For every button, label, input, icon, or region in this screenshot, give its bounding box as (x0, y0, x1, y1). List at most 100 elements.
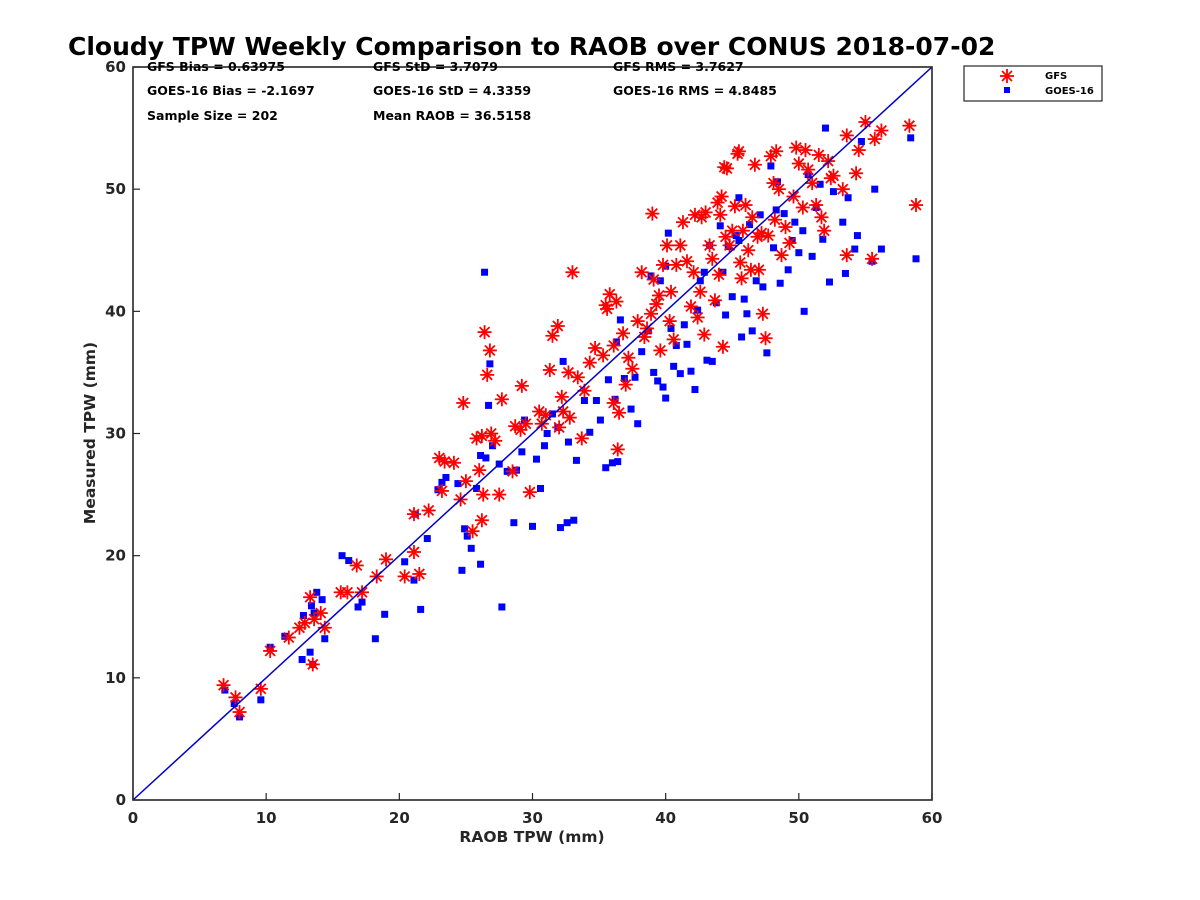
goes16-point (410, 576, 418, 584)
legend: GFS GOES-16 (963, 65, 1103, 102)
gfs-point (867, 132, 882, 147)
gfs-point (851, 143, 866, 158)
goes16-point (559, 357, 567, 365)
goes16-point (313, 588, 321, 596)
goes-rms-stat: GOES-16 RMS = 4.8485 (613, 83, 777, 98)
goes16-point (627, 405, 635, 413)
goes16-point (298, 656, 306, 664)
y-axis-label: Measured TPW (mm) (81, 342, 99, 524)
goes16-point (548, 410, 556, 418)
goes16-point (423, 535, 431, 543)
gfs-point (839, 248, 854, 263)
goes16-point (257, 696, 265, 704)
gfs-point (673, 238, 688, 253)
gfs-point (686, 265, 701, 280)
goes16-point (664, 229, 672, 237)
gfs-point (683, 299, 698, 314)
gfs-point (434, 483, 449, 498)
legend-box (963, 65, 1103, 102)
goes16-point (800, 307, 808, 315)
goes16-point (306, 648, 314, 656)
goes16-point (667, 324, 675, 332)
gfs-point (465, 524, 480, 539)
gfs-point (645, 206, 660, 221)
gfs-point (570, 370, 585, 385)
goes16-point (540, 442, 548, 450)
goes16-point (791, 218, 799, 226)
gfs-point (652, 288, 667, 303)
gfs-point (634, 265, 649, 280)
x-axis-label: RAOB TPW (mm) (459, 828, 604, 846)
gfs-point (733, 255, 748, 270)
gfs-point (612, 405, 627, 420)
gfs-point (909, 198, 924, 213)
goes16-point (687, 367, 695, 375)
y-tick-label: 0 (116, 791, 126, 809)
goes16-point (521, 416, 529, 424)
goes16-point (808, 252, 816, 260)
gfs-point (798, 143, 813, 158)
gfs-point (488, 433, 503, 448)
goes16-point (743, 310, 751, 318)
goes16-point (670, 362, 678, 370)
goes16-point (654, 377, 662, 385)
gfs-point (303, 590, 318, 605)
gfs-point (397, 569, 412, 584)
gfs-point (562, 410, 577, 425)
gfs-point (771, 182, 786, 197)
gfs-point (281, 630, 296, 645)
goes16-point (592, 397, 600, 405)
goes16-point (659, 383, 667, 391)
x-tick-label: 60 (922, 809, 943, 827)
gfs-point (574, 431, 589, 446)
gfs-point (474, 428, 489, 443)
gfs-point (653, 343, 668, 358)
goes16-point (371, 635, 379, 643)
gfs-point (307, 612, 322, 627)
gfs-bias-stat: GFS Bias = 0.63975 (147, 59, 285, 74)
one-to-one-line (132, 66, 933, 801)
goes16-point (738, 333, 746, 341)
gfs-point (791, 156, 806, 171)
gfs-point (707, 293, 722, 308)
goes16-point (851, 245, 859, 253)
goes16-point (620, 375, 628, 383)
goes16-point (614, 458, 622, 466)
goes16-point (434, 486, 442, 494)
plot-area: 0 10 20 30 40 50 60 0 10 20 30 40 50 60 (105, 58, 942, 827)
legend-goes-marker (1004, 87, 1010, 93)
goes16-point (841, 269, 849, 277)
gfs-point (538, 408, 553, 423)
goes16-point (513, 466, 521, 474)
gfs-point (711, 267, 726, 282)
goes16-point (703, 356, 711, 364)
gfs-point (835, 182, 850, 197)
gfs-point (406, 545, 421, 560)
gfs-point (532, 404, 547, 419)
goes16-point (570, 516, 578, 524)
gfs-point (505, 464, 520, 479)
gfs-point (412, 566, 427, 581)
goes16-point (486, 360, 494, 368)
gfs-std-stat: GFS StD = 3.7079 (373, 59, 498, 74)
tick-layer: 0 10 20 30 40 50 60 0 10 20 30 40 50 60 (105, 58, 942, 827)
goes16-point (556, 524, 564, 532)
gfs-point (263, 643, 278, 658)
gfs-point (761, 228, 776, 243)
goes16-point (722, 311, 730, 319)
goes16-point (877, 245, 885, 253)
gfs-point (355, 585, 370, 600)
gfs-point (817, 223, 832, 238)
goes16-point (536, 484, 544, 492)
y-tick-label: 10 (105, 669, 126, 687)
goes16-point (498, 603, 506, 611)
goes16-point (510, 519, 518, 527)
gfs-point (437, 454, 452, 469)
legend-goes-label: GOES-16 (1045, 86, 1094, 97)
gfs-point (715, 339, 730, 354)
gfs-point (228, 690, 243, 705)
gfs-point (484, 426, 499, 441)
gfs-point (514, 378, 529, 393)
gfs-point (774, 248, 789, 263)
gfs-point (656, 257, 671, 272)
